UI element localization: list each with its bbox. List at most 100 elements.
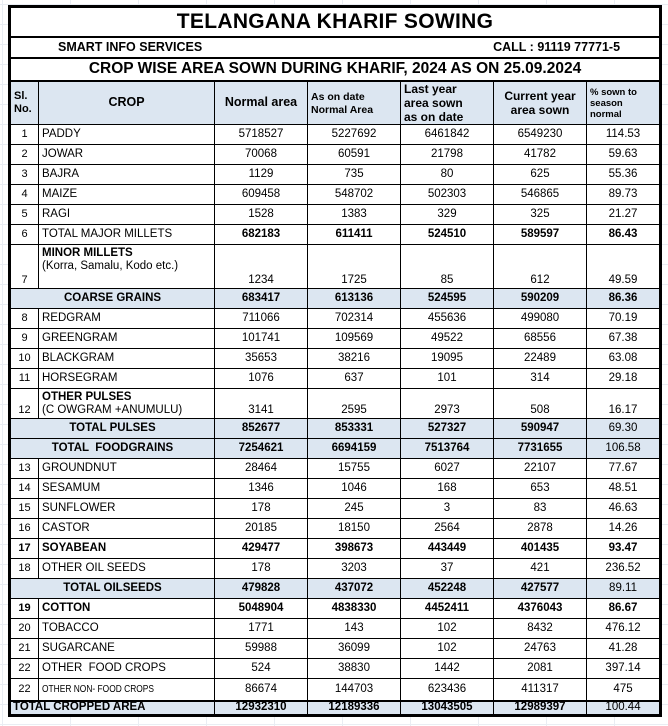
cell-currentyear-area: 22489: [493, 348, 587, 369]
crop-name: MAIZE: [42, 187, 78, 200]
cell-sl-no: 2: [9, 144, 39, 165]
cell-sl-no: 7: [9, 244, 39, 289]
info-cell: SMART INFO SERVICES CALL : 91119 77771-5: [8, 36, 662, 59]
cell-crop: BAJRA: [38, 164, 215, 185]
cell-lastyear-area: 6461842: [400, 124, 494, 145]
cell-pct-sown: 46.63: [585, 498, 662, 519]
cell-sl-no: 16: [9, 518, 39, 539]
cell-crop: OTHER PULSES (C OWGRAM +ANUMULU): [38, 388, 215, 419]
crop-name: GROUNDNUT: [42, 461, 117, 474]
cell-normal-area: 20185: [214, 518, 308, 539]
cell-currentyear-area: 499080: [493, 308, 587, 329]
table-row: 22 OTHER FOOD CROPS 524 38830 1442 2081 397.14: [9, 658, 662, 679]
cell-currentyear-area: 24763: [493, 638, 587, 659]
cell-pct-sown: 86.67: [585, 598, 662, 619]
call-number: CALL : 91119 77771-5: [493, 40, 621, 54]
table-row: 8 REDGRAM 711066 702314 455636 499080 70.19: [9, 308, 662, 329]
col-header-sl-no: Sl. No.: [9, 80, 39, 125]
cell-asondate-area: 144703: [307, 678, 401, 701]
cell-crop: OTHER FOOD CROPS: [38, 658, 215, 679]
cell-pct-sown: 89.11: [585, 578, 662, 599]
cell-lastyear-area: 80: [400, 164, 494, 185]
cell-sl-no: 21: [9, 638, 39, 659]
cell-normal-area: 178: [214, 498, 308, 519]
crop-name: TOBACCO: [42, 621, 99, 634]
cell-currentyear-area: 12989397: [493, 699, 587, 716]
cell-currentyear-area: 4376043: [493, 598, 587, 619]
report-subtitle: CROP WISE AREA SOWN DURING KHARIF, 2024 …: [8, 57, 662, 82]
cell-currentyear-area: 8432: [493, 618, 587, 639]
cell-lastyear-area: 102: [400, 638, 494, 659]
cell-lastyear-area: 443449: [400, 538, 494, 559]
cell-crop: MINOR MILLETS (Korra, Samalu, Kodo etc.): [38, 244, 215, 289]
cell-sl-no: 14: [9, 478, 39, 499]
cell-crop: RAGI: [38, 204, 215, 225]
cell-lastyear-area: 101: [400, 368, 494, 389]
cell-crop: JOWAR: [38, 144, 215, 165]
cell-crop: TOBACCO: [38, 618, 215, 639]
cell-normal-area: 5048904: [214, 598, 308, 619]
report-sheet: TELANGANA KHARIF SOWING SMART INFO SERVI…: [8, 5, 663, 717]
cell-lastyear-area: 13043505: [400, 699, 494, 716]
table-row: 7 MINOR MILLETS (Korra, Samalu, Kodo etc.)…: [9, 244, 662, 289]
crop-name: GREENGRAM: [42, 331, 118, 344]
cell-pct-sown: 21.27: [585, 204, 662, 225]
info-row: SMART INFO SERVICES CALL : 91119 77771-5: [8, 36, 662, 59]
cell-pct-sown: 67.38: [585, 328, 662, 349]
cell-sl-no: 17: [9, 538, 39, 559]
table-row: 15 SUNFLOWER 178 245 3 83 46.63: [9, 498, 662, 519]
cell-sl-no: 9: [9, 328, 39, 349]
crop-name: SUNFLOWER: [42, 501, 116, 514]
col-header-crop: CROP: [38, 80, 215, 125]
cell-currentyear-area: 401435: [493, 538, 587, 559]
col-header-asondate-normal-area: As on date Normal Area: [307, 80, 401, 125]
cell-asondate-area: 702314: [307, 308, 401, 329]
cell-asondate-area: 38216: [307, 348, 401, 369]
crop-name-detail: (C OWGRAM +ANUMULU): [42, 404, 183, 417]
cell-sl-no: 3: [9, 164, 39, 185]
cell-asondate-area: 548702: [307, 184, 401, 205]
cell-normal-area: 5718527: [214, 124, 308, 145]
cell-asondate-area: 398673: [307, 538, 401, 559]
cell-sl-no: 15: [9, 498, 39, 519]
cell-sl-no: 11: [9, 368, 39, 389]
table-row: COARSE GRAINS 683417 613136 524595 590209 86.…: [9, 288, 662, 309]
table-row: 4 MAIZE 609458 548702 502303 546865 89.73: [9, 184, 662, 205]
cell-normal-area: 609458: [214, 184, 308, 205]
crop-name: OTHER OIL SEEDS: [42, 561, 146, 574]
cell-sl-no: 19: [9, 598, 39, 619]
cell-asondate-area: 1725: [307, 244, 401, 289]
table-row: 16 CASTOR 20185 18150 2564 2878 14.26: [9, 518, 662, 539]
col-header-normal-area: Normal area: [214, 80, 308, 125]
cell-lastyear-area: 4452411: [400, 598, 494, 619]
cell-normal-area: 711066: [214, 308, 308, 329]
table-row: 3 BAJRA 1129 735 80 625 55.36: [9, 164, 662, 185]
cell-normal-area: 1346: [214, 478, 308, 499]
cell-asondate-area: 6694159: [307, 438, 401, 459]
table-row: 12 OTHER PULSES (C OWGRAM +ANUMULU) 3141 259…: [9, 388, 662, 419]
cell-normal-area: 59988: [214, 638, 308, 659]
cell-asondate-area: 109569: [307, 328, 401, 349]
cell-asondate-area: 18150: [307, 518, 401, 539]
brand-name: SMART INFO SERVICES: [58, 40, 203, 54]
crop-name-detail: (Korra, Samalu, Kodo etc.): [42, 260, 179, 273]
table-row: 17 SOYABEAN 429477 398673 443449 401435 93.47: [9, 538, 662, 559]
cell-crop: MAIZE: [38, 184, 215, 205]
cell-sl-no: 4: [9, 184, 39, 205]
crop-name: CASTOR: [42, 521, 90, 534]
cell-sl-no: 8: [9, 308, 39, 329]
cell-currentyear-area: 83: [493, 498, 587, 519]
table-row: 14 SESAMUM 1346 1046 168 653 48.51: [9, 478, 662, 499]
cell-currentyear-area: 508: [493, 388, 587, 419]
cell-pct-sown: 48.51: [585, 478, 662, 499]
cell-normal-area: 178: [214, 558, 308, 579]
table-row: 9 GREENGRAM 101741 109569 49522 68556 67.38: [9, 328, 662, 349]
cell-asondate-area: 36099: [307, 638, 401, 659]
table-row: 10 BLACKGRAM 35653 38216 19095 22489 63.08: [9, 348, 662, 369]
col-header-lastyear-area-sown: Last year area sown as on date: [400, 80, 494, 125]
cell-lastyear-area: 524510: [400, 224, 494, 245]
table-row: TOTAL OILSEEDS 479828 437072 452248 427577 89…: [9, 578, 662, 599]
cell-lastyear-area: 524595: [400, 288, 494, 309]
cell-sl-no: 5: [9, 204, 39, 225]
cell-currentyear-area: 68556: [493, 328, 587, 349]
